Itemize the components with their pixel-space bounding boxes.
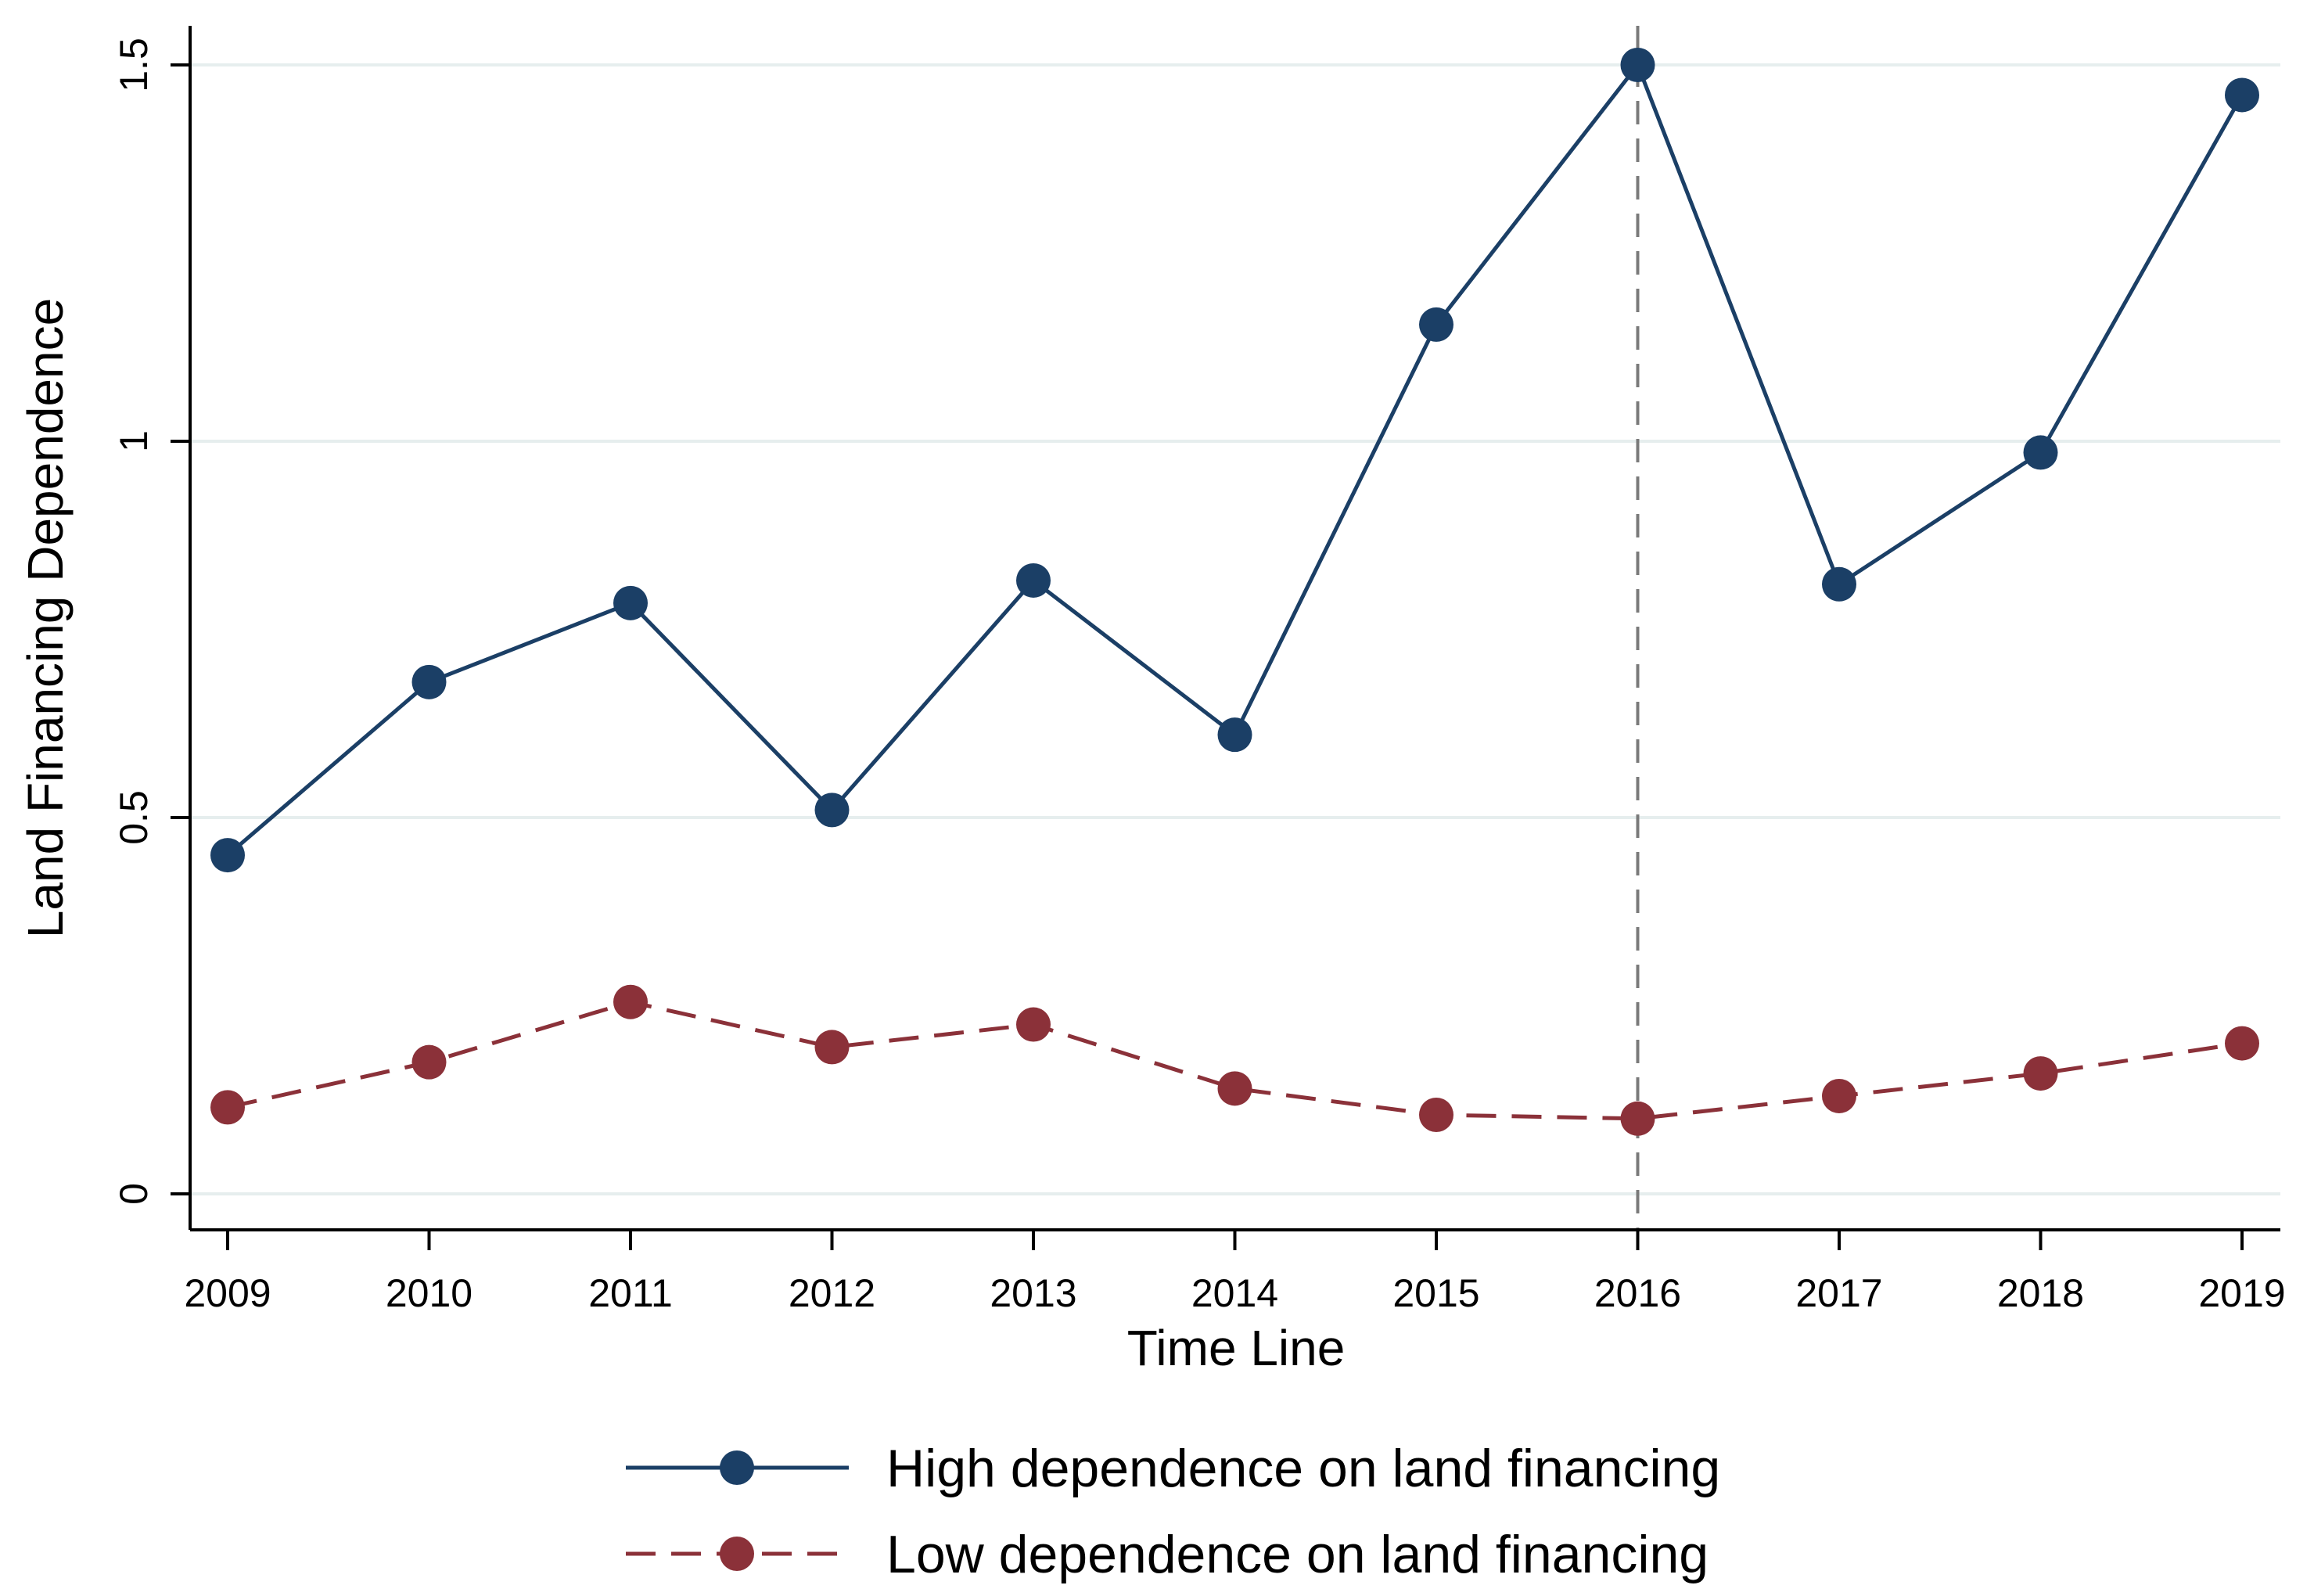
y-axis-title: Land Financing Dependence (17, 298, 74, 938)
legend-item-0: High dependence on land financing (626, 1439, 1720, 1498)
series-1-point-1 (411, 1044, 447, 1080)
x-tick-label-10: 2019 (2198, 1271, 2285, 1315)
series-1-point-4 (1016, 1007, 1051, 1042)
x-tick-label-4: 2013 (990, 1271, 1076, 1315)
series-1 (210, 984, 2259, 1136)
legend-label-1: Low dependence on land financing (886, 1525, 1709, 1584)
y-tick-label-0: 0 (112, 1183, 156, 1205)
series-1-point-5 (1217, 1071, 1252, 1106)
y-tick-label-2: 1 (112, 430, 156, 452)
series-line-1 (227, 1000, 2243, 1121)
series-0-point-6 (1419, 307, 1453, 342)
y-ticks: 0 0.5 1 1.5 (112, 38, 190, 1205)
x-ticks: 2009 2010 2011 2012 2013 2014 2015 2016 2017 2018… (184, 1230, 2286, 1315)
series-0-point-10 (2225, 77, 2259, 113)
x-tick-label-6: 2015 (1392, 1271, 1479, 1315)
y-tick-label-3: 1.5 (112, 38, 156, 92)
series-0-point-8 (1822, 566, 1856, 602)
series-0-point-2 (613, 585, 648, 620)
series-1-point-3 (814, 1030, 850, 1065)
y-tick-label-1: 0.5 (112, 790, 156, 845)
series-0-point-1 (411, 664, 447, 699)
x-tick-label-8: 2017 (1795, 1271, 1882, 1315)
series-0-point-3 (814, 793, 850, 828)
x-axis-title: Time Line (1127, 1320, 1346, 1376)
gridlines (190, 63, 2280, 1195)
x-tick-label-2: 2011 (588, 1271, 673, 1315)
legend: High dependence on land financing Low dep… (626, 1439, 1720, 1584)
x-tick-label-5: 2014 (1191, 1271, 1278, 1315)
series-1-point-6 (1419, 1097, 1453, 1132)
x-tick-label-0: 2009 (184, 1271, 271, 1315)
legend-label-0: High dependence on land financing (886, 1439, 1720, 1498)
series-0-point-4 (1016, 563, 1051, 598)
series-1-point-0 (210, 1090, 245, 1125)
series-1-point-2 (613, 984, 648, 1019)
legend-item-1: Low dependence on land financing (626, 1525, 1709, 1584)
series-0-point-9 (2023, 435, 2058, 470)
series-0-point-5 (1217, 717, 1252, 753)
x-tick-label-3: 2012 (789, 1271, 875, 1315)
series-0-point-0 (210, 838, 245, 873)
series-layer (210, 48, 2259, 1136)
series-1-point-8 (1822, 1078, 1856, 1113)
x-tick-label-9: 2018 (1997, 1271, 2084, 1315)
series-1-point-10 (2225, 1026, 2259, 1061)
series-1-point-9 (2023, 1056, 2058, 1091)
series-1-point-7 (1620, 1101, 1655, 1136)
legend-marker-1 (720, 1537, 754, 1571)
series-0 (210, 48, 2259, 873)
x-tick-label-1: 2010 (386, 1271, 473, 1315)
legend-marker-0 (720, 1450, 754, 1485)
x-tick-label-7: 2016 (1594, 1271, 1681, 1315)
series-0-point-7 (1620, 48, 1655, 82)
